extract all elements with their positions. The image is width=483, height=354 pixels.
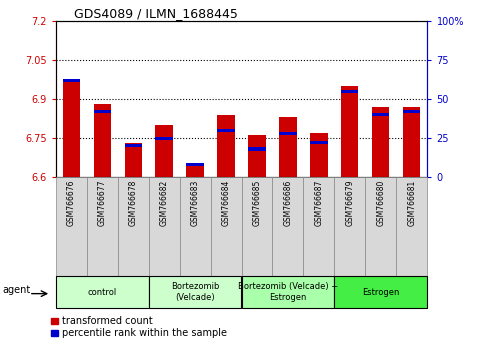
Text: GSM766687: GSM766687 xyxy=(314,180,324,226)
Bar xyxy=(303,177,334,276)
Text: Bortezomib
(Velcade): Bortezomib (Velcade) xyxy=(171,282,219,302)
Bar xyxy=(186,163,203,166)
Bar xyxy=(403,107,421,177)
Bar xyxy=(272,177,303,276)
Text: GSM766685: GSM766685 xyxy=(253,180,261,226)
Bar xyxy=(186,164,203,177)
Bar xyxy=(334,177,366,276)
Text: GSM766678: GSM766678 xyxy=(128,180,138,226)
Bar xyxy=(311,141,327,144)
Text: GSM766682: GSM766682 xyxy=(159,180,169,226)
Legend: transformed count, percentile rank within the sample: transformed count, percentile rank withi… xyxy=(51,316,227,338)
Bar xyxy=(149,276,242,308)
Bar xyxy=(211,177,242,276)
Text: GSM766684: GSM766684 xyxy=(222,180,230,226)
Text: agent: agent xyxy=(3,285,31,296)
Text: GSM766679: GSM766679 xyxy=(345,180,355,227)
Text: control: control xyxy=(87,287,117,297)
Bar xyxy=(341,86,358,177)
Bar xyxy=(372,107,389,177)
Bar xyxy=(149,177,180,276)
Bar xyxy=(62,79,80,82)
Bar xyxy=(117,177,149,276)
Text: GSM766686: GSM766686 xyxy=(284,180,293,226)
Text: Bortezomib (Velcade) +
Estrogen: Bortezomib (Velcade) + Estrogen xyxy=(238,282,338,302)
Bar xyxy=(86,177,117,276)
Text: GSM766677: GSM766677 xyxy=(98,180,107,227)
Bar xyxy=(280,117,297,177)
Bar xyxy=(94,104,111,177)
Bar xyxy=(125,144,142,147)
Bar xyxy=(248,147,266,150)
Bar xyxy=(156,137,172,139)
Text: GSM766680: GSM766680 xyxy=(376,180,385,226)
Bar xyxy=(242,276,334,308)
Bar xyxy=(403,110,421,113)
Bar xyxy=(180,177,211,276)
Bar xyxy=(125,143,142,177)
Bar xyxy=(334,276,427,308)
Text: GSM766683: GSM766683 xyxy=(190,180,199,226)
Bar xyxy=(242,177,272,276)
Bar xyxy=(366,177,397,276)
Bar xyxy=(217,129,235,132)
Text: GDS4089 / ILMN_1688445: GDS4089 / ILMN_1688445 xyxy=(74,7,238,20)
Bar xyxy=(56,177,86,276)
Bar xyxy=(280,132,297,135)
Bar xyxy=(56,276,149,308)
Bar xyxy=(397,177,427,276)
Text: Estrogen: Estrogen xyxy=(362,287,399,297)
Bar xyxy=(217,115,235,177)
Bar xyxy=(156,125,172,177)
Bar xyxy=(311,133,327,177)
Bar xyxy=(94,110,111,113)
Bar xyxy=(62,81,80,177)
Text: GSM766676: GSM766676 xyxy=(67,180,75,227)
Bar xyxy=(341,90,358,93)
Bar xyxy=(372,113,389,116)
Bar xyxy=(248,136,266,177)
Text: GSM766681: GSM766681 xyxy=(408,180,416,226)
